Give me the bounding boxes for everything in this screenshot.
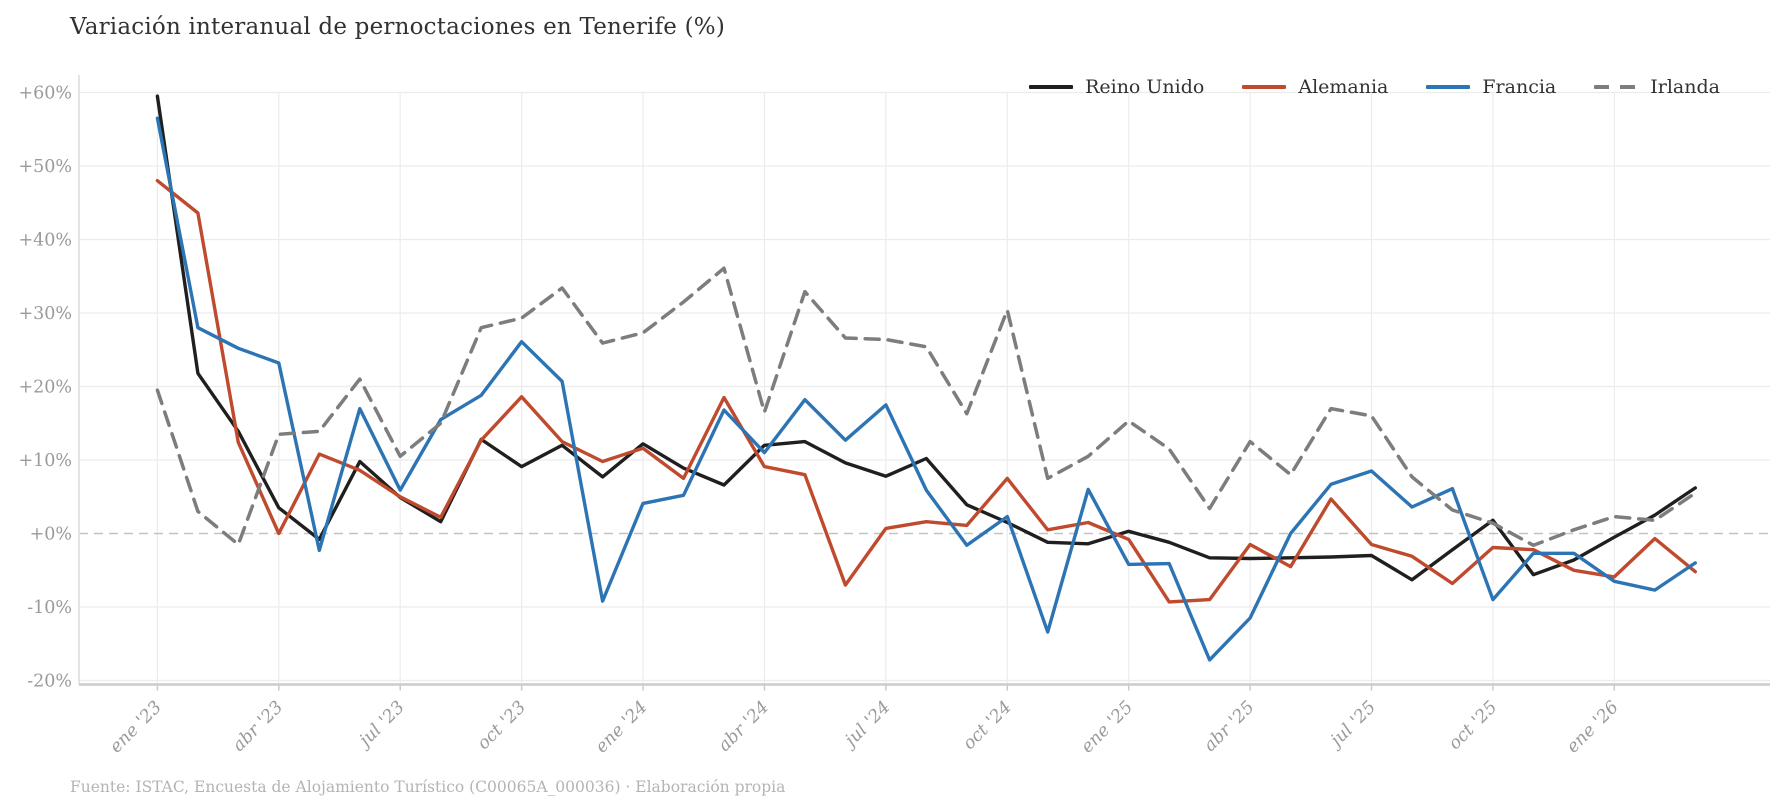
legend-item-reino-unido[interactable]: Reino Unido: [1029, 76, 1204, 98]
legend-swatch-francia: [1426, 85, 1471, 89]
x-tick-label: abr '23: [229, 697, 287, 755]
legend-item-francia[interactable]: Francia: [1426, 76, 1556, 98]
legend-swatch-irlanda: [1594, 85, 1639, 89]
legend-label: Irlanda: [1650, 76, 1720, 98]
source-footnote: Fuente: ISTAC, Encuesta de Alojamiento T…: [70, 778, 786, 796]
legend-item-alemania[interactable]: Alemania: [1242, 76, 1388, 98]
y-tick-label: +0%: [30, 525, 72, 545]
y-tick-label: -10%: [27, 598, 72, 618]
legend-swatch-alemania: [1242, 85, 1287, 89]
series-line-reino-unido: [155, 94, 1698, 582]
x-tick-label: abr '25: [1200, 697, 1258, 755]
x-tick-label: oct '23: [474, 697, 531, 754]
y-tick-label: -20%: [27, 672, 72, 692]
legend-label: Reino Unido: [1085, 76, 1205, 98]
x-tick-label: jul '25: [1324, 697, 1380, 753]
chart-title: Variación interanual de pernoctaciones e…: [70, 14, 726, 40]
y-tick-label: +60%: [18, 84, 72, 104]
y-tick-label: +30%: [18, 304, 72, 324]
x-tick-label: ene '24: [592, 697, 652, 757]
y-tick-label: +50%: [18, 157, 72, 177]
x-tick-label: ene '26: [1563, 697, 1623, 757]
series-line-irlanda: [155, 266, 1698, 548]
y-tick-label: +20%: [18, 378, 72, 398]
legend-label: Francia: [1482, 76, 1557, 98]
x-tick-label: oct '24: [959, 697, 1016, 754]
series-line-alemania: [155, 178, 1698, 604]
y-tick-label: +10%: [18, 451, 72, 471]
x-tick-label: jul '23: [353, 697, 409, 753]
x-tick-label: oct '25: [1445, 697, 1502, 754]
x-tick-label: ene '23: [106, 697, 166, 757]
legend: Reino Unido Alemania Francia Irlanda: [990, 76, 1720, 98]
x-tick-label: jul '24: [839, 697, 895, 753]
legend-swatch-reino-unido: [1029, 85, 1074, 89]
x-tick-label: ene '25: [1077, 697, 1137, 757]
series-line-francia: [155, 116, 1698, 662]
x-tick-label: abr '24: [715, 697, 773, 755]
y-tick-label: +40%: [18, 231, 72, 251]
legend-item-irlanda[interactable]: Irlanda: [1594, 76, 1720, 98]
legend-label: Alemania: [1298, 76, 1389, 98]
